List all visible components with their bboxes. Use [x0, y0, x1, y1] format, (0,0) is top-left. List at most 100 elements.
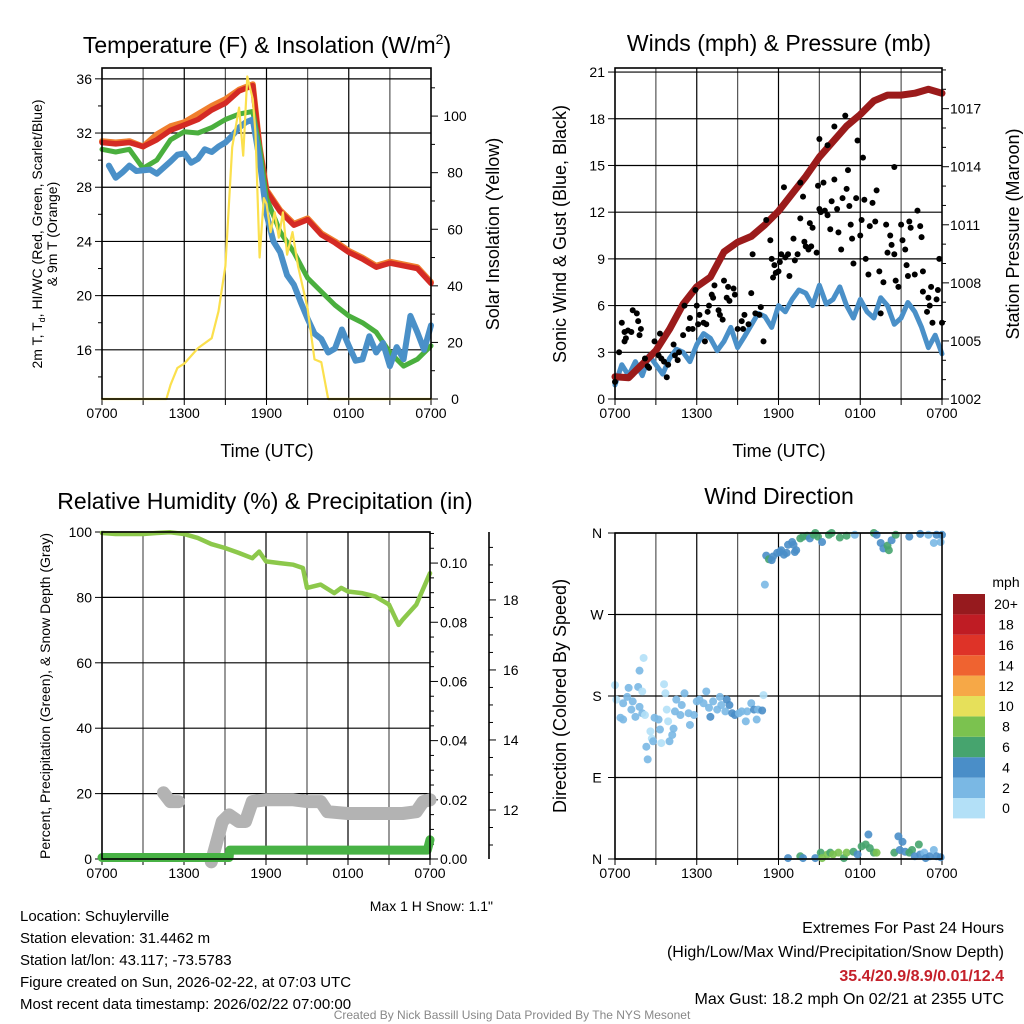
y2-tick-label: 1005 — [950, 333, 981, 349]
gust-point — [696, 311, 703, 318]
y3-tick-label: 18 — [503, 592, 519, 608]
legend-swatch — [953, 675, 985, 696]
x-tick-label: 0700 — [86, 405, 117, 421]
gust-point — [899, 237, 906, 244]
y2-tick-label: 0 — [451, 391, 459, 407]
y-tick-label: 36 — [76, 71, 92, 87]
temperature-ylabel-line2: & 9m T (Orange) — [44, 182, 60, 287]
gust-point — [763, 216, 770, 223]
direction-panel-title: Wind Direction — [704, 483, 854, 509]
direction-point — [635, 702, 644, 711]
legend-swatch — [953, 655, 985, 676]
y2-tick-label: 1017 — [950, 101, 981, 117]
gust-point — [790, 235, 797, 242]
gust-point — [846, 202, 853, 209]
direction-point — [662, 705, 671, 714]
gust-point — [734, 325, 741, 332]
gust-point — [934, 287, 941, 294]
gust-point — [906, 218, 913, 225]
gust-point — [730, 285, 737, 292]
gust-point — [827, 226, 834, 233]
direction-point — [702, 687, 711, 696]
gust-point — [776, 258, 783, 265]
x-tick-label: 0100 — [333, 405, 364, 421]
gust-point — [924, 308, 931, 315]
gust-point — [703, 321, 710, 328]
gust-point — [686, 315, 693, 322]
series-solar-insolation — [100, 75, 433, 401]
humidity-panel-title: Relative Humidity (%) & Precipitation (i… — [57, 488, 472, 514]
max-gust-text: Max Gust: 18.2 mph On 02/21 at 2355 UTC — [695, 991, 1005, 1008]
direction-ylabel: Direction (Colored By Speed) — [550, 579, 570, 813]
x-tick-label: 1900 — [250, 865, 281, 881]
y-tick-label: 100 — [69, 524, 93, 540]
location-text: Location: Schuylerville — [20, 908, 169, 925]
direction-point — [747, 699, 756, 708]
y-tick-label: 80 — [76, 589, 92, 605]
gust-point — [834, 206, 841, 213]
gust-point — [919, 268, 926, 275]
direction-point — [624, 683, 633, 692]
speed-color-legend: 0 2 4 6 8 10 12 14 16 18 20+ — [953, 594, 1018, 819]
gust-point — [791, 257, 798, 264]
title-main: Temperature (F) & Insolation (W/m — [83, 32, 436, 58]
direction-point — [834, 848, 843, 857]
direction-point — [612, 695, 621, 704]
gust-point — [731, 291, 738, 298]
gust-point — [815, 182, 822, 189]
gust-point — [806, 220, 813, 227]
direction-point — [929, 538, 938, 547]
gust-point — [780, 184, 787, 191]
x-tick-label: 0700 — [414, 865, 445, 881]
gust-point — [936, 255, 943, 262]
direction-point — [619, 699, 628, 708]
direction-point — [894, 832, 903, 841]
y-tick-label: N — [592, 525, 602, 541]
gust-point — [842, 112, 849, 119]
gust-point — [775, 268, 782, 275]
gust-point — [859, 154, 866, 161]
y-tick-label: 16 — [76, 342, 92, 358]
gust-point — [809, 224, 816, 231]
y3-tick-label: 14 — [503, 732, 519, 748]
gust-point — [711, 282, 718, 289]
gust-point — [808, 243, 815, 250]
direction-point — [741, 717, 750, 726]
series-station-pressure — [611, 85, 946, 382]
gust-point — [756, 311, 763, 318]
gust-point — [629, 307, 636, 314]
legend-label: 8 — [1002, 719, 1010, 735]
direction-point — [760, 580, 769, 589]
gust-point — [768, 255, 775, 262]
max-snow-label: Max 1 H Snow: 1.1" — [370, 898, 493, 914]
x-tick-label: 1300 — [681, 865, 712, 881]
latlon-text: Station lat/lon: 43.117; -73.5783 — [20, 952, 232, 969]
gust-point — [706, 302, 713, 309]
gust-point — [872, 218, 879, 225]
y-tick-label: W — [590, 607, 604, 623]
gust-point — [695, 321, 702, 328]
gust-point — [911, 271, 918, 278]
x-tick-label: 0700 — [599, 865, 630, 881]
gust-point — [794, 251, 801, 258]
legend-swatch — [953, 716, 985, 737]
y-tick-label: 15 — [589, 157, 605, 173]
gust-point — [618, 319, 625, 326]
direction-point — [672, 695, 681, 704]
direction-point — [936, 538, 945, 547]
gust-point — [887, 232, 894, 239]
direction-point — [676, 711, 685, 720]
y-tick-label: 0 — [597, 391, 605, 407]
direction-point — [664, 717, 673, 726]
legend-label: 10 — [998, 698, 1014, 714]
gust-point — [671, 352, 678, 359]
gust-point — [850, 260, 857, 267]
gust-point — [813, 249, 820, 256]
direction-point — [646, 727, 655, 736]
credit-text: Created By Nick Bassill Using Data Provi… — [334, 1008, 691, 1022]
plot-border — [614, 67, 943, 400]
gust-point — [745, 321, 752, 328]
